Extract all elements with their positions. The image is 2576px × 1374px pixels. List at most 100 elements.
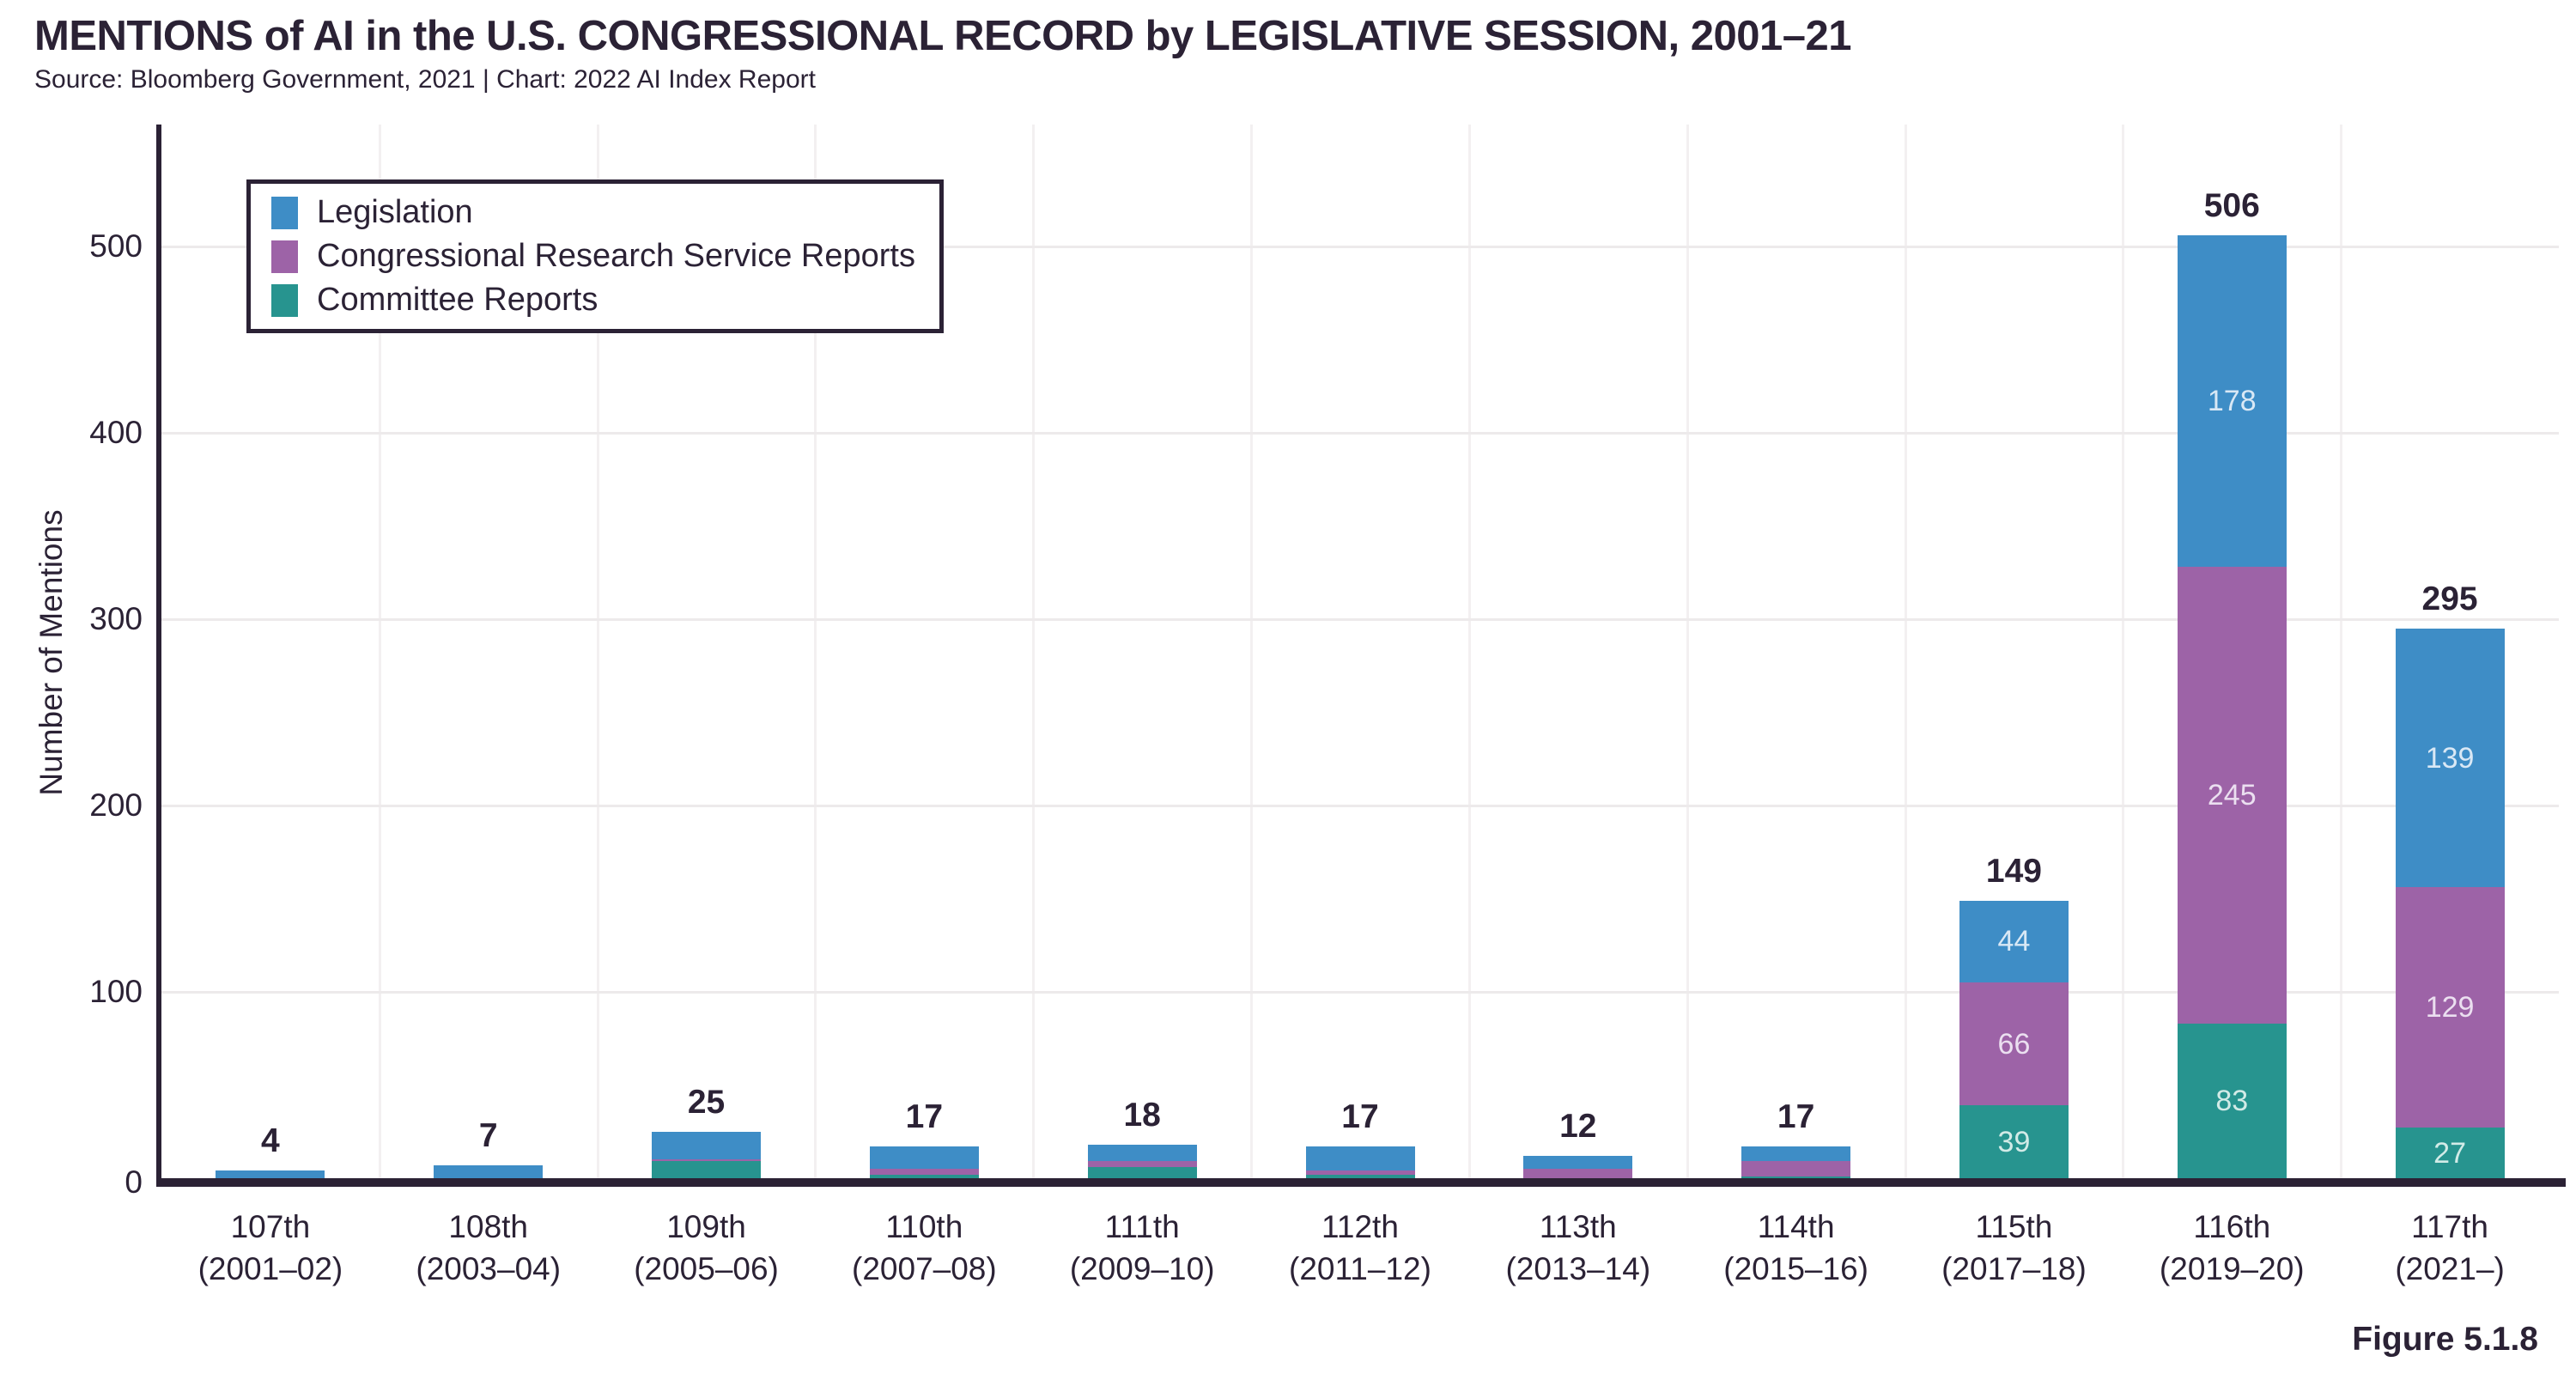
legend-label: Congressional Research Service Reports: [317, 238, 915, 274]
x-tick-session: 117th: [2411, 1209, 2488, 1244]
y-tick-label-100: 100: [89, 974, 143, 1009]
segment-value-label: 245: [2207, 779, 2257, 812]
v-gridline: [2122, 125, 2125, 1178]
v-gridline: [1686, 125, 1689, 1178]
bar-segment-legislation-117th: [2395, 628, 2505, 888]
segment-value-label: 83: [2215, 1084, 2249, 1117]
legend-item-committee-reports: Committee Reports: [271, 280, 915, 320]
chart-title: MENTIONS of AI in the U.S. CONGRESSIONAL…: [34, 13, 1851, 59]
committee-reports-swatch-icon: [271, 283, 298, 317]
bar-segment-committee-reports-116th: [2177, 1023, 2287, 1178]
x-tick-years: (2007–08): [852, 1251, 997, 1286]
y-tick-label-0: 0: [125, 1164, 143, 1200]
x-tick-session: 112th: [1321, 1209, 1399, 1244]
v-gridline: [1250, 125, 1254, 1178]
bar-segment-congressional-research-service-reports-113th: [1523, 1169, 1633, 1178]
bar-total-label-116th: 506: [2203, 186, 2260, 224]
y-axis-line: [156, 125, 161, 1187]
bar-segment-legislation-111th: [1087, 1144, 1197, 1162]
v-gridline: [378, 125, 381, 1178]
segment-value-label: 44: [1997, 925, 2031, 958]
x-tick-label-114th: 114th (2015–16): [1687, 1206, 1905, 1290]
crs-reports-swatch-icon: [271, 240, 298, 273]
bar-segment-committee-reports-110th: [869, 1174, 979, 1178]
x-tick-label-110th: 110th (2007–08): [815, 1206, 1033, 1290]
x-tick-years: (2003–04): [416, 1251, 562, 1286]
v-gridline: [814, 125, 817, 1178]
x-tick-years: (2005–06): [634, 1251, 779, 1286]
x-tick-session: 113th: [1539, 1209, 1617, 1244]
h-gridline: [161, 246, 2559, 248]
h-gridline: [161, 432, 2559, 435]
y-tick-label-400: 400: [89, 415, 143, 450]
bar-segment-committee-reports-117th: [2395, 1128, 2505, 1178]
legend: Legislation Congressional Research Servi…: [246, 179, 944, 333]
h-gridline: [161, 991, 2559, 994]
x-tick-years: (2019–20): [2159, 1251, 2305, 1286]
x-tick-label-115th: 115th (2017–18): [1905, 1206, 2123, 1290]
legend-item-legislation: Legislation: [271, 192, 915, 233]
y-tick-label-500: 500: [89, 228, 143, 264]
chart-source: Source: Bloomberg Government, 2021 | Cha…: [34, 65, 816, 94]
segment-value-label: 39: [1997, 1125, 2031, 1158]
bar-segment-congressional-research-service-reports-109th: [652, 1159, 762, 1162]
x-tick-label-111th: 111th (2009–10): [1033, 1206, 1251, 1290]
bar-total-label-114th: 17: [1777, 1098, 1815, 1136]
legend-item-crs-reports: Congressional Research Service Reports: [271, 236, 915, 277]
x-tick-session: 107th: [230, 1209, 311, 1244]
bar-segment-legislation-107th: [216, 1170, 325, 1178]
bar-segment-committee-reports-111th: [1087, 1166, 1197, 1178]
bar-segment-legislation-109th: [652, 1131, 762, 1160]
v-gridline: [1032, 125, 1036, 1178]
legend-label: Legislation: [317, 194, 473, 230]
y-tick-label-300: 300: [89, 601, 143, 636]
x-tick-label-117th: 117th (2021–): [2341, 1206, 2559, 1290]
x-tick-session: 114th: [1757, 1209, 1835, 1244]
y-axis-title: Number of Mentions: [33, 509, 69, 796]
y-tick-label-200: 200: [89, 787, 143, 823]
bar-segment-congressional-research-service-reports-114th: [1741, 1161, 1851, 1176]
bar-segment-committee-reports-109th: [652, 1161, 762, 1178]
bar-segment-legislation-113th: [1523, 1155, 1633, 1170]
x-tick-session: 116th: [2193, 1209, 2271, 1244]
segment-value-label: 139: [2425, 741, 2475, 775]
x-tick-label-112th: 112th (2011–12): [1251, 1206, 1469, 1290]
bar-total-label-112th: 17: [1341, 1098, 1379, 1136]
bar-total-label-111th: 18: [1123, 1096, 1161, 1134]
bar-segment-congressional-research-service-reports-115th: [1959, 982, 2069, 1106]
bar-total-label-107th: 4: [261, 1122, 280, 1160]
bar-total-label-110th: 17: [905, 1098, 944, 1136]
bar-segment-legislation-110th: [869, 1146, 979, 1170]
segment-value-label: 178: [2207, 385, 2257, 418]
x-tick-label-108th: 108th (2003–04): [380, 1206, 598, 1290]
legislation-swatch-icon: [271, 196, 298, 229]
bar-total-label-109th: 25: [687, 1083, 726, 1121]
v-gridline: [1904, 125, 1907, 1178]
v-gridline: [2340, 125, 2343, 1178]
x-tick-years: (2011–12): [1289, 1251, 1431, 1286]
bar-segment-congressional-research-service-reports-111th: [1087, 1161, 1197, 1167]
bar-segment-congressional-research-service-reports-110th: [869, 1169, 979, 1175]
x-tick-session: 111th: [1104, 1209, 1180, 1244]
bar-segment-committee-reports-114th: [1741, 1176, 1851, 1178]
bar-segment-legislation-114th: [1741, 1146, 1851, 1162]
x-axis-line: [156, 1178, 2566, 1187]
x-tick-label-113th: 113th (2013–14): [1469, 1206, 1687, 1290]
v-gridline: [1467, 125, 1471, 1178]
bar-segment-legislation-115th: [1959, 900, 2069, 983]
x-tick-label-116th: 116th (2019–20): [2123, 1206, 2341, 1290]
bar-total-label-115th: 149: [1985, 852, 2042, 890]
x-tick-years: (2017–18): [1941, 1251, 2087, 1286]
bar-segment-legislation-112th: [1305, 1146, 1415, 1171]
x-tick-session: 110th: [885, 1209, 963, 1244]
bar-segment-legislation-108th: [434, 1164, 544, 1178]
bar-segment-committee-reports-115th: [1959, 1105, 2069, 1178]
h-gridline: [161, 618, 2559, 621]
bar-segment-congressional-research-service-reports-112th: [1305, 1170, 1415, 1175]
x-tick-years: (2009–10): [1069, 1251, 1215, 1286]
h-gridline: [161, 805, 2559, 807]
x-tick-session: 109th: [666, 1209, 746, 1244]
x-tick-session: 115th: [1975, 1209, 2053, 1244]
bar-total-label-108th: 7: [478, 1116, 498, 1154]
bar-segment-legislation-116th: [2177, 234, 2287, 568]
